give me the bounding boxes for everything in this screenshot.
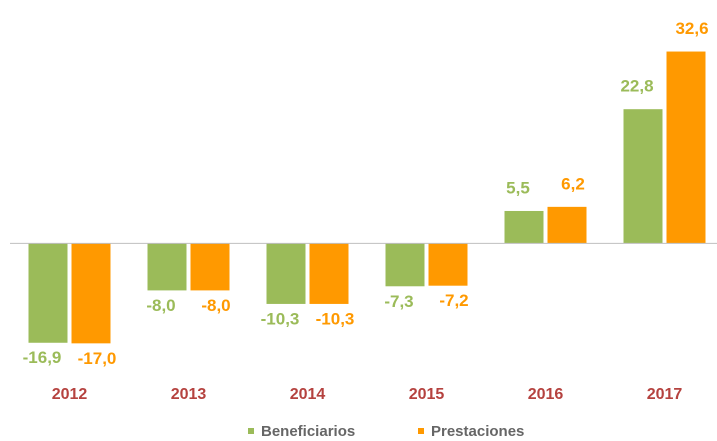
legend-label: Prestaciones [431,423,524,440]
bar [147,243,187,291]
value-label: -8,0 [146,296,175,315]
value-label: 5,5 [506,178,530,197]
value-label: 32,6 [675,19,708,38]
legend-swatch [418,428,424,434]
value-label: -7,3 [384,292,413,311]
bar [428,243,468,286]
x-tick-label: 2012 [52,386,88,403]
legend-label: Beneficiarios [261,423,355,440]
x-tick-label: 2014 [290,386,326,403]
value-label: -17,0 [78,349,117,368]
bar [190,243,230,291]
value-label: -10,3 [261,309,300,328]
bar [385,243,425,287]
bar [666,51,706,244]
value-label: 6,2 [561,174,585,193]
legend-swatch [248,428,254,434]
value-label: -10,3 [316,309,355,328]
x-tick-label: 2015 [409,386,445,403]
x-tick-label: 2016 [528,386,564,403]
x-tick-label: 2013 [171,386,207,403]
bar [266,243,306,304]
value-label: -16,9 [23,348,62,367]
bar [28,243,68,343]
value-label: -7,2 [439,291,468,310]
value-label: -8,0 [201,296,230,315]
value-label: 22,8 [620,77,653,96]
bar [309,243,349,304]
bar [623,109,663,244]
bar [547,206,587,244]
bar [504,210,544,244]
bar [71,243,111,344]
x-tick-label: 2017 [647,386,683,403]
